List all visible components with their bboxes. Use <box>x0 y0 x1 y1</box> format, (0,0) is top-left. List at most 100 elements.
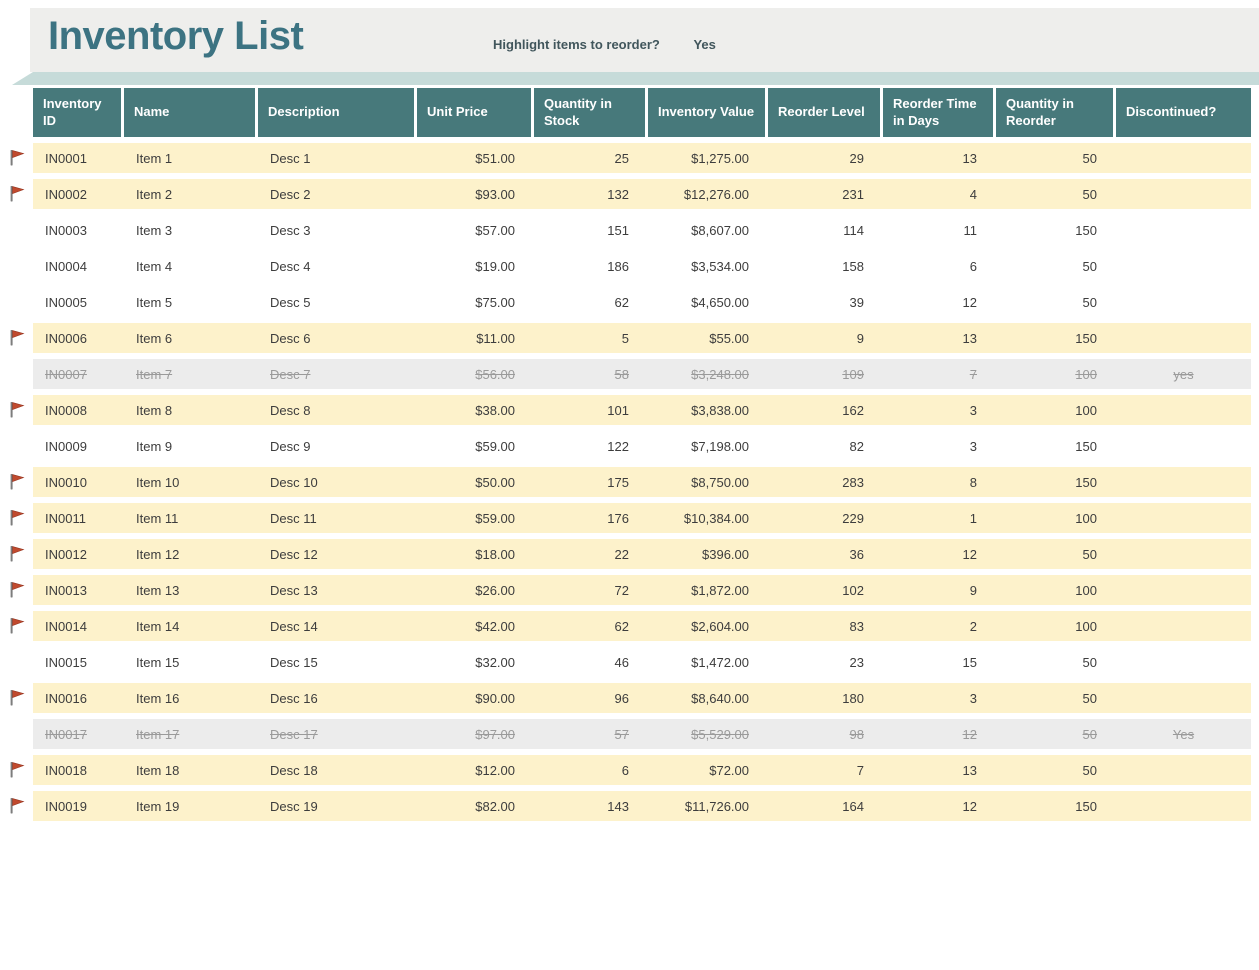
cell-name[interactable]: Item 6 <box>136 330 173 346</box>
cell-description[interactable]: Desc 6 <box>270 330 311 346</box>
cell-reorder-level[interactable]: 114 <box>843 222 864 238</box>
column-header-name[interactable]: Name <box>124 88 255 137</box>
cell-description[interactable]: Desc 1 <box>270 150 311 166</box>
table-row[interactable]: IN0002 Item 2 Desc 2 $93.00 132 $12,276.… <box>10 179 1251 209</box>
cell-inventory-id[interactable]: IN0002 <box>45 186 87 202</box>
cell-reorder-level[interactable]: 158 <box>842 258 864 274</box>
cell-unit-price[interactable]: $56.00 <box>475 366 515 382</box>
cell-reorder-level[interactable]: 39 <box>849 294 864 310</box>
cell-name[interactable]: Item 2 <box>136 186 173 202</box>
cell-reorder-level[interactable]: 180 <box>842 690 864 706</box>
cell-description[interactable]: Desc 18 <box>270 762 318 778</box>
cell-qty-in-reorder[interactable]: 50 <box>1082 762 1097 778</box>
cell-name[interactable]: Item 11 <box>136 510 179 526</box>
cell-qty-in-stock[interactable]: 46 <box>614 654 629 670</box>
cell-unit-price[interactable]: $42.00 <box>475 618 515 634</box>
cell-inventory-value[interactable]: $1,275.00 <box>691 150 749 166</box>
cell-unit-price[interactable]: $97.00 <box>475 726 515 742</box>
cell-reorder-level[interactable]: 109 <box>842 366 864 382</box>
table-row[interactable]: IN0013 Item 13 Desc 13 $26.00 72 $1,872.… <box>10 575 1251 605</box>
cell-reorder-level[interactable]: 82 <box>849 438 864 454</box>
cell-qty-in-stock[interactable]: 62 <box>614 618 629 634</box>
cell-inventory-value[interactable]: $8,640.00 <box>691 690 749 706</box>
cell-description[interactable]: Desc 7 <box>270 366 311 382</box>
cell-qty-in-reorder[interactable]: 150 <box>1075 330 1097 346</box>
cell-description[interactable]: Desc 11 <box>270 510 317 526</box>
cell-unit-price[interactable]: $38.00 <box>475 402 515 418</box>
cell-qty-in-reorder[interactable]: 50 <box>1082 654 1097 670</box>
cell-reorder-level[interactable]: 36 <box>849 546 864 562</box>
cell-qty-in-stock[interactable]: 6 <box>621 762 629 778</box>
cell-inventory-value[interactable]: $11,726.00 <box>684 798 749 814</box>
cell-qty-in-reorder[interactable]: 150 <box>1075 798 1097 814</box>
cell-reorder-time[interactable]: 15 <box>962 654 977 670</box>
table-row[interactable]: IN0011 Item 11 Desc 11 $59.00 176 $10,38… <box>10 503 1251 533</box>
cell-qty-in-stock[interactable]: 22 <box>614 546 629 562</box>
highlight-reorder-value[interactable]: Yes <box>693 37 716 52</box>
cell-qty-in-stock[interactable]: 101 <box>607 402 629 418</box>
cell-qty-in-stock[interactable]: 62 <box>614 294 629 310</box>
cell-inventory-value[interactable]: $7,198.00 <box>691 438 749 454</box>
cell-reorder-level[interactable]: 23 <box>849 654 864 670</box>
cell-reorder-level[interactable]: 83 <box>849 618 864 634</box>
cell-reorder-time[interactable]: 12 <box>962 726 977 742</box>
cell-unit-price[interactable]: $18.00 <box>475 546 515 562</box>
cell-qty-in-stock[interactable]: 57 <box>614 726 629 742</box>
cell-description[interactable]: Desc 2 <box>270 186 311 202</box>
cell-qty-in-reorder[interactable]: 100 <box>1075 582 1097 598</box>
table-row[interactable]: IN0006 Item 6 Desc 6 $11.00 5 $55.00 9 1… <box>10 323 1251 353</box>
cell-qty-in-stock[interactable]: 5 <box>621 330 629 346</box>
cell-inventory-id[interactable]: IN0019 <box>45 798 87 814</box>
cell-description[interactable]: Desc 16 <box>270 690 318 706</box>
cell-inventory-value[interactable]: $1,872.00 <box>691 582 749 598</box>
cell-qty-in-stock[interactable]: 72 <box>614 582 629 598</box>
cell-qty-in-reorder[interactable]: 150 <box>1075 474 1097 490</box>
cell-inventory-id[interactable]: IN0009 <box>45 438 87 454</box>
cell-reorder-time[interactable]: 7 <box>969 366 977 382</box>
cell-name[interactable]: Item 13 <box>136 582 180 598</box>
table-row[interactable]: IN0018 Item 18 Desc 18 $12.00 6 $72.00 7… <box>10 755 1251 785</box>
cell-reorder-level[interactable]: 9 <box>856 330 864 346</box>
cell-inventory-value[interactable]: $8,607.00 <box>691 222 749 238</box>
cell-qty-in-stock[interactable]: 58 <box>614 366 629 382</box>
cell-description[interactable]: Desc 5 <box>270 294 311 310</box>
cell-name[interactable]: Item 7 <box>136 366 173 382</box>
cell-inventory-id[interactable]: IN0014 <box>45 618 87 634</box>
cell-qty-in-reorder[interactable]: 150 <box>1075 222 1097 238</box>
cell-inventory-value[interactable]: $72.00 <box>709 762 749 778</box>
cell-inventory-value[interactable]: $8,750.00 <box>691 474 749 490</box>
table-row[interactable]: IN0019 Item 19 Desc 19 $82.00 143 $11,72… <box>10 791 1251 821</box>
cell-description[interactable]: Desc 10 <box>270 474 318 490</box>
cell-qty-in-stock[interactable]: 175 <box>607 474 629 490</box>
table-row[interactable]: IN0004 Item 4 Desc 4 $19.00 186 $3,534.0… <box>33 251 1251 281</box>
cell-qty-in-reorder[interactable]: 50 <box>1082 690 1097 706</box>
cell-inventory-id[interactable]: IN0013 <box>45 582 87 598</box>
column-header-unit-price[interactable]: Unit Price <box>417 88 531 137</box>
cell-qty-in-reorder[interactable]: 50 <box>1082 258 1097 274</box>
cell-description[interactable]: Desc 14 <box>270 618 318 634</box>
cell-description[interactable]: Desc 4 <box>270 258 311 274</box>
column-header-inventory-value[interactable]: Inventory Value <box>648 88 765 137</box>
cell-reorder-time[interactable]: 3 <box>969 690 977 706</box>
cell-inventory-id[interactable]: IN0004 <box>45 258 87 274</box>
table-row[interactable]: IN0003 Item 3 Desc 3 $57.00 151 $8,607.0… <box>33 215 1251 245</box>
cell-reorder-time[interactable]: 1 <box>969 510 977 526</box>
cell-description[interactable]: Desc 17 <box>270 726 318 742</box>
cell-inventory-value[interactable]: $4,650.00 <box>691 294 749 310</box>
cell-unit-price[interactable]: $57.00 <box>475 222 515 238</box>
cell-inventory-value[interactable]: $2,604.00 <box>691 618 749 634</box>
cell-name[interactable]: Item 4 <box>136 258 173 274</box>
cell-reorder-level[interactable]: 102 <box>842 582 864 598</box>
cell-qty-in-stock[interactable]: 143 <box>607 798 629 814</box>
cell-name[interactable]: Item 15 <box>136 654 180 670</box>
cell-inventory-value[interactable]: $3,248.00 <box>691 366 749 382</box>
cell-qty-in-stock[interactable]: 96 <box>614 690 629 706</box>
cell-name[interactable]: Item 17 <box>136 726 180 742</box>
column-header-description[interactable]: Description <box>258 88 414 137</box>
cell-inventory-value[interactable]: $3,838.00 <box>691 402 749 418</box>
cell-qty-in-reorder[interactable]: 100 <box>1075 618 1097 634</box>
cell-inventory-value[interactable]: $12,276.00 <box>683 186 749 202</box>
cell-name[interactable]: Item 5 <box>136 294 173 310</box>
cell-inventory-id[interactable]: IN0010 <box>45 474 87 490</box>
cell-inventory-id[interactable]: IN0011 <box>45 510 86 526</box>
